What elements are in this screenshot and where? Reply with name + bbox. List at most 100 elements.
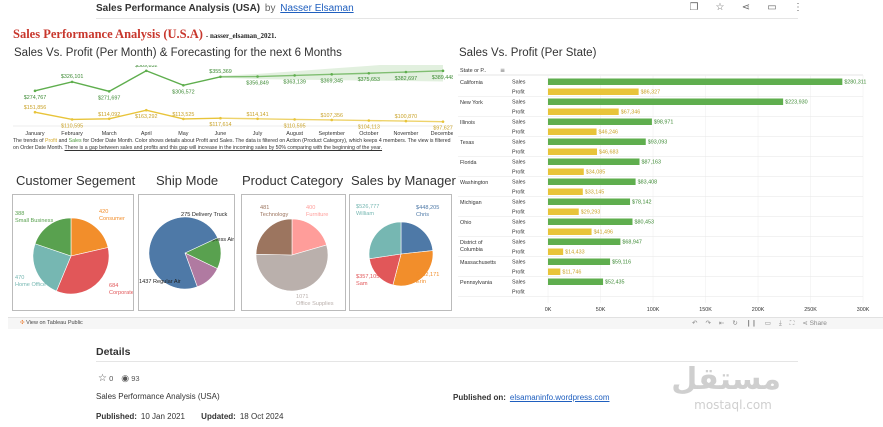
sales-data-label: $356,849 [246, 81, 268, 87]
redo-icon[interactable]: ↷ [705, 320, 711, 327]
comment-icon[interactable]: ▭ [767, 2, 777, 13]
pie-label: 275 Delivery Truck [181, 212, 228, 218]
sales-data-label: $382,697 [395, 76, 417, 82]
favorites-value: 0 [109, 374, 114, 383]
sales-bar [548, 158, 640, 165]
sales-value-label: $98,971 [654, 120, 674, 126]
tableau-toolbar: ✣ View on Tableau Public ↶ ↷ ⇤ ↻ ❙❙ ▭ ⤓ … [8, 317, 883, 329]
state-bar-chart[interactable]: State or P..≡0K50K100K150K200K250K300KVa… [458, 65, 876, 315]
revert-icon[interactable]: ⇤ [718, 320, 725, 327]
sales-data-label: $355,369 [209, 69, 231, 75]
sales-value-label: $93,093 [648, 140, 668, 146]
month-tick-label: April [141, 131, 152, 137]
sales-point [293, 74, 296, 77]
sales-point [107, 90, 111, 93]
share-button[interactable]: ⋖ Share [802, 320, 827, 327]
desc-profit: Profit [45, 138, 58, 144]
pie-value-label: $357,105 [356, 274, 379, 280]
pie-label: 240 Express Air [195, 237, 234, 243]
category-pie-title: Product Category [242, 173, 344, 188]
fullscreen-icon[interactable]: ⛶ [789, 320, 795, 327]
state-label: District of [460, 240, 483, 246]
profit-data-label: $163,292 [135, 114, 157, 120]
profit-point [70, 118, 74, 121]
state-label: Florida [460, 160, 476, 166]
sales-value-label: $87,163 [642, 160, 662, 166]
state-label: Columbia [460, 247, 483, 253]
copy-icon[interactable]: ❐ [689, 2, 699, 13]
measure-label: Profit [512, 170, 525, 176]
refresh-icon[interactable]: ↻ [732, 320, 738, 327]
category-pie-panel: 400 Furniture 1071 Office Supplies 481 Techno… [241, 194, 346, 311]
sales-point [33, 89, 37, 93]
profit-bar [548, 148, 598, 155]
sales-bar [548, 218, 633, 225]
mostaql-watermark: مستقل mostaql.com [671, 362, 781, 418]
tableau-logo-icon: ✣ [20, 320, 25, 326]
pie-value-label: $592,171 [416, 272, 439, 278]
viz-title-text: Sales Performance Analysis (USA) [96, 3, 261, 14]
measure-label: Profit [512, 210, 525, 216]
state-label: New York [460, 100, 483, 106]
sales-line [34, 69, 221, 93]
sales-bar [548, 278, 604, 285]
viz-stats: ☆ 0 ◉ 93 [98, 373, 140, 384]
profit-data-label: $151,856 [24, 105, 46, 111]
favorite-star-icon[interactable]: ☆ [715, 2, 725, 13]
pie-value-label: 400 [306, 205, 315, 211]
more-icon[interactable]: ⋮ [793, 2, 803, 13]
pie-value-label: 1071 [296, 294, 308, 300]
author-link[interactable]: Nasser Elsaman [280, 3, 354, 14]
sales-value-label: $78,142 [632, 200, 652, 206]
state-label: Pennsylvania [460, 280, 492, 286]
header-actions: ❐ ☆ ⋖ ▭ ⋮ [688, 2, 804, 14]
measure-label: Sales [512, 280, 526, 286]
pie-value-label: 481 [260, 205, 269, 211]
desc-part: and [57, 138, 69, 144]
manager-pie-title: Sales by Manager [351, 173, 456, 188]
pie-category-label: Furniture [306, 212, 328, 218]
profit-point [330, 118, 334, 122]
sales-bar [548, 118, 652, 125]
state-label: Texas [460, 140, 474, 146]
pie-value-label: $526,777 [356, 204, 379, 210]
views-value: 93 [131, 374, 140, 383]
profit-point [293, 118, 296, 121]
state-label: Massachusetts [460, 260, 496, 266]
measure-label: Sales [512, 80, 526, 86]
sales-data-label: $375,653 [358, 77, 380, 83]
sales-profit-line-chart[interactable]: $274,767 $326,101 $271,697 $389,832 $306,572… [13, 65, 453, 137]
dashboard: Sales Performance Analysis (U.S.A) - nass… [8, 20, 878, 317]
published-on-link[interactable]: elsamaninfo.wordpress.com [509, 393, 610, 402]
x-tick-label: 0K [545, 307, 552, 313]
sales-bar [548, 178, 636, 185]
profit-bar [548, 208, 579, 215]
view-count: ◉ 93 [121, 373, 139, 384]
sales-point [256, 75, 259, 78]
view-on-tableau-link[interactable]: ✣ View on Tableau Public [20, 320, 83, 326]
profit-bar [548, 168, 584, 175]
sales-point [70, 80, 74, 84]
state-column-header: State or P.. [460, 68, 486, 74]
share-icon[interactable]: ⋖ [741, 2, 751, 13]
pie-category-label: Erin [416, 279, 426, 285]
ship-pie-chart[interactable]: 275 Delivery Truck 240 Express Air 1437 Re… [139, 195, 234, 310]
profit-data-label: $117,614 [209, 122, 231, 128]
state-label: Washington [460, 180, 488, 186]
sales-point [144, 69, 148, 73]
pie-value-label: 388 [15, 211, 24, 217]
profit-bar [548, 188, 583, 195]
comment-icon[interactable]: ▭ [764, 320, 771, 327]
sales-bar [548, 198, 631, 205]
x-tick-label: 50K [596, 307, 606, 313]
sales-data-label: $271,697 [98, 95, 120, 101]
undo-icon[interactable]: ↶ [692, 320, 698, 327]
pause-icon[interactable]: ❙❙ [745, 320, 757, 327]
favorite-count[interactable]: ☆ 0 [98, 373, 113, 384]
sales-bar [548, 138, 646, 145]
download-icon[interactable]: ⤓ [778, 320, 782, 327]
month-tick-label: August [286, 131, 303, 137]
